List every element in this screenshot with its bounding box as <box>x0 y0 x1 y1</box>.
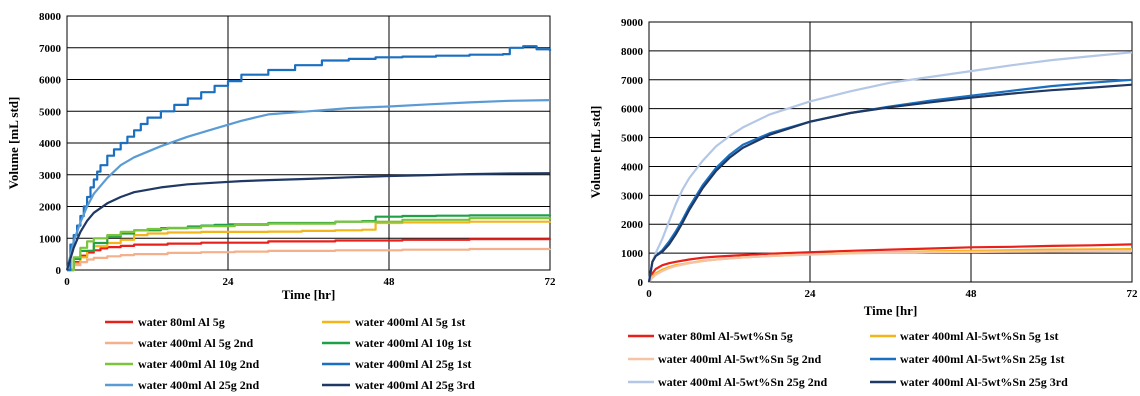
legend-label: water 80ml Al-5wt%Sn 5g <box>658 329 793 343</box>
y-tick-label: 1000 <box>621 248 644 260</box>
y-tick-label: 8000 <box>621 46 644 58</box>
series-line-4 <box>647 78 1133 283</box>
y-tick-label: 7000 <box>621 75 644 87</box>
chart-1: 0 1000 2000 3000 4000 5000 6000 7000 8000 0 24 48 72… <box>6 11 556 392</box>
legend-entry: water 80ml Al-5wt%Sn 5g <box>628 329 793 343</box>
legend-label: water 400ml Al-5wt%Sn 25g 1st <box>900 352 1064 366</box>
y-tick-label: 8000 <box>39 11 62 23</box>
x-tick-label: 24 <box>805 288 817 300</box>
y-tick-label: 1000 <box>39 233 62 245</box>
y-tick-label: 0 <box>638 277 644 289</box>
series-line-2 <box>648 248 1133 283</box>
y-tick-label: 4000 <box>39 138 62 150</box>
y-tick-label: 0 <box>56 265 62 277</box>
series-line-3 <box>67 247 552 272</box>
series-line-8 <box>65 172 551 271</box>
y-tick-label: 2000 <box>621 219 644 231</box>
legend-entry: water 400ml Al 10g 2nd <box>105 357 259 371</box>
legend-label: water 400ml Al-5wt%Sn 5g 1st <box>900 329 1058 343</box>
plot-frame <box>66 15 551 271</box>
legend-label: water 80ml Al 5g <box>138 315 225 329</box>
y-tick-label: 2000 <box>39 202 62 214</box>
gridlines <box>648 21 1133 283</box>
x-tick-label: 48 <box>384 276 396 288</box>
series-line-4 <box>67 214 552 272</box>
legend-label: water 400ml Al 5g 2nd <box>138 336 253 350</box>
y-axis-label: Volume [mL std] <box>588 106 603 199</box>
series-line-3 <box>648 249 1133 283</box>
legend-entry: water 400ml Al-5wt%Sn 5g 2nd <box>628 352 821 366</box>
x-axis-label: Time [hr] <box>282 287 336 302</box>
y-axis-label: Volume [mL std] <box>6 97 21 190</box>
legend-label: water 400ml Al 25g 1st <box>355 357 471 371</box>
legend-label: water 400ml Al 10g 1st <box>355 336 471 350</box>
y-tick-label: 4000 <box>621 161 644 173</box>
legend-entry: water 400ml Al 5g 2nd <box>105 336 253 350</box>
y-tick-label: 5000 <box>39 106 62 118</box>
x-tick-label: 72 <box>545 276 557 288</box>
legend-entry: water 400ml Al-5wt%Sn 25g 1st <box>870 352 1064 366</box>
plot-frame <box>648 21 1133 283</box>
legend-label: water 400ml Al-5wt%Sn 25g 3rd <box>900 375 1068 389</box>
legend-label: water 400ml Al 25g 3rd <box>355 378 475 392</box>
y-tick-label: 3000 <box>39 170 62 182</box>
legend: water 80ml Al 5g water 400ml Al 5g 1st wat… <box>105 315 475 392</box>
series-group <box>647 51 1133 283</box>
series-group <box>65 45 552 272</box>
legend-entry: water 400ml Al 25g 2nd <box>105 378 259 392</box>
x-tick-label: 24 <box>223 276 235 288</box>
legend-entry: water 400ml Al 10g 1st <box>322 336 471 350</box>
series-line-6 <box>67 45 552 272</box>
legend-entry: water 400ml Al 5g 1st <box>322 315 465 329</box>
legend: water 80ml Al-5wt%Sn 5g water 400ml Al-5w… <box>628 329 1068 389</box>
legend-label: water 400ml Al 5g 1st <box>355 315 465 329</box>
y-tick-label: 6000 <box>39 75 62 87</box>
legend-entry: water 400ml Al-5wt%Sn 25g 2nd <box>628 375 827 389</box>
y-tick-label: 3000 <box>621 190 644 202</box>
legend-label: water 400ml Al-5wt%Sn 5g 2nd <box>658 352 821 366</box>
y-tick-label: 7000 <box>39 43 62 55</box>
legend-label: water 400ml Al 10g 2nd <box>138 357 259 371</box>
y-tick-label: 9000 <box>621 17 644 29</box>
y-tick-label: 6000 <box>621 104 644 116</box>
series-line-6 <box>647 83 1133 283</box>
legend-entry: water 80ml Al 5g <box>105 315 225 329</box>
legend-label: water 400ml Al-5wt%Sn 25g 2nd <box>658 375 827 389</box>
x-axis-label: Time [hr] <box>864 303 918 318</box>
legend-label: water 400ml Al 25g 2nd <box>138 378 259 392</box>
x-tick-label: 48 <box>966 288 978 300</box>
series-line-5 <box>67 217 552 272</box>
legend-entry: water 400ml Al-5wt%Sn 5g 1st <box>870 329 1058 343</box>
chart-2: 0 1000 2000 3000 4000 5000 6000 7000 8000 9000 0 24… <box>588 17 1138 389</box>
x-tick-label: 0 <box>646 288 652 300</box>
x-tick-label: 0 <box>64 276 70 288</box>
y-tick-label: 5000 <box>621 133 644 145</box>
series-line-1 <box>647 243 1133 283</box>
series-line-5 <box>647 51 1133 283</box>
legend-entry: water 400ml Al 25g 3rd <box>322 378 475 392</box>
legend-entry: water 400ml Al-5wt%Sn 25g 3rd <box>870 375 1068 389</box>
x-tick-label: 72 <box>1127 288 1139 300</box>
series-line-7 <box>65 99 551 271</box>
legend-entry: water 400ml Al 25g 1st <box>322 357 471 371</box>
